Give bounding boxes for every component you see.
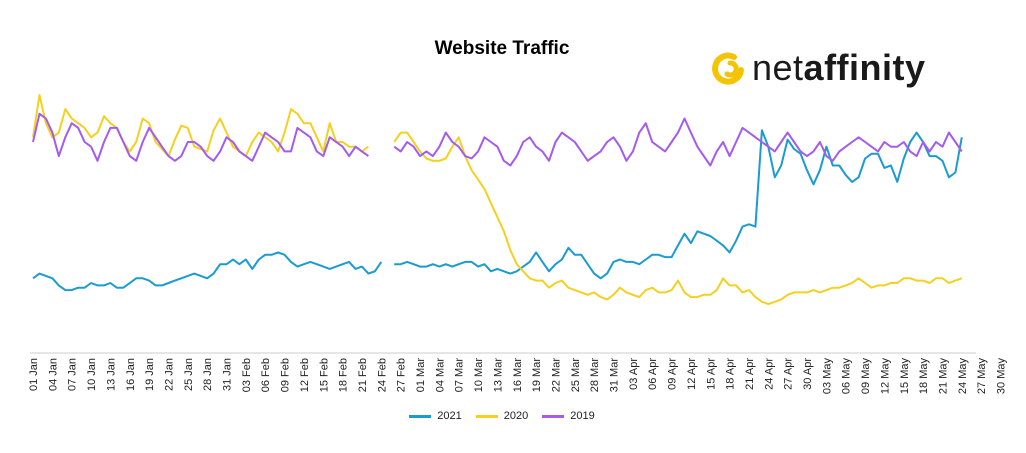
x-tick-label: 25 Jan [183, 358, 195, 391]
x-tick-label: 12 Feb [299, 358, 311, 392]
series-line-2019-segment-2 [393, 117, 963, 167]
x-tick-label: 01 Mar [415, 358, 427, 393]
x-tick-label: 15 Apr [705, 358, 717, 390]
x-tick-label: 30 May [996, 358, 1008, 395]
legend-swatch [409, 414, 432, 418]
legend-swatch [542, 414, 565, 418]
x-tick-label: 24 Feb [376, 358, 388, 392]
x-tick-label: 10 Mar [473, 358, 485, 393]
x-tick-label: 09 Feb [280, 358, 292, 392]
x-tick-label: 19 Mar [531, 358, 543, 393]
x-tick-label: 16 Jan [125, 358, 137, 391]
netaffinity-logo: netaffinity [708, 46, 926, 90]
series-line-2021-segment-2 [394, 129, 963, 280]
x-tick-label: 22 Mar [551, 358, 563, 393]
x-tick-label: 03 Apr [628, 358, 640, 390]
x-tick-label: 25 Mar [570, 358, 582, 393]
series-2021 [32, 129, 963, 292]
x-tick-label: 18 Feb [338, 358, 350, 392]
x-tick-label: 04 Jan [47, 358, 59, 391]
x-tick-label: 30 Apr [802, 358, 814, 390]
x-tick-label: 21 Apr [744, 358, 756, 390]
x-tick-label: 28 Mar [589, 358, 601, 393]
x-tick-label: 22 Jan [164, 358, 176, 391]
x-tick-label: 19 Jan [144, 358, 156, 391]
x-tick-label: 15 Feb [318, 358, 330, 392]
x-tick-label: 06 May [841, 358, 853, 395]
logo-text-post: affinity [803, 47, 926, 88]
series-2020 [32, 94, 963, 306]
x-tick-label: 06 Apr [647, 358, 659, 390]
x-tick-label: 03 Feb [241, 358, 253, 392]
x-tick-label: 27 May [976, 358, 988, 395]
legend-label: 2019 [570, 410, 595, 422]
x-tick-label: 13 Jan [105, 358, 117, 391]
legend-swatch [475, 414, 498, 418]
x-tick-label: 07 Jan [67, 358, 79, 391]
x-tick-label: 21 Feb [357, 358, 369, 392]
x-tick-label: 09 Apr [667, 358, 679, 390]
series-layer [32, 94, 963, 306]
x-tick-label: 15 May [899, 358, 911, 395]
x-tick-label: 24 Apr [763, 358, 775, 390]
x-tick-label: 24 May [957, 358, 969, 395]
x-tick-label: 10 Jan [86, 358, 98, 391]
series-line-2020-segment-2 [393, 131, 963, 306]
legend-label: 2021 [437, 410, 462, 422]
logo-text-pre: net [752, 47, 804, 88]
chart-legend: 2021 2020 2019 [0, 410, 1004, 422]
x-tick-labels: 01 Jan 04 Jan 07 Jan 10 Jan 13 Jan 16 Jan 19 J… [28, 358, 1008, 395]
legend-label: 2020 [503, 410, 529, 422]
x-tick-label: 28 Jan [202, 358, 214, 391]
x-tick-label: 12 May [879, 358, 891, 395]
x-tick-label: 31 Jan [222, 358, 234, 391]
legend-item-2020: 2020 [475, 410, 529, 422]
series-line-2021-segment-1 [32, 251, 383, 292]
chart-title: Website Traffic [434, 38, 570, 59]
logo-mark-icon [712, 52, 744, 85]
x-tick-label: 21 May [938, 358, 950, 395]
x-tick-label: 01 Jan [28, 358, 40, 391]
series-2019 [32, 112, 963, 167]
x-tick-label: 12 Apr [686, 358, 698, 390]
x-tick-label: 16 Mar [512, 358, 524, 393]
x-tick-label: 06 Feb [260, 358, 272, 392]
logo-text: netaffinity [752, 50, 926, 86]
x-tick-label: 09 May [860, 358, 872, 395]
x-tick-label: 07 Mar [454, 358, 466, 393]
x-tick-label: 31 Mar [609, 358, 621, 393]
x-tick-label: 04 Mar [434, 358, 446, 393]
series-line-2020-segment-1 [32, 94, 369, 158]
x-tick-label: 18 Apr [725, 358, 737, 390]
x-tick-label: 27 Apr [783, 358, 795, 390]
legend-item-2021: 2021 [409, 410, 462, 422]
x-tick-label: 27 Feb [396, 358, 408, 392]
x-tick-label: 13 Mar [492, 358, 504, 393]
x-tick-label: 18 May [918, 358, 930, 395]
legend-item-2019: 2019 [542, 410, 595, 422]
series-line-2019-segment-1 [32, 112, 369, 162]
x-tick-label: 03 May [821, 358, 833, 395]
